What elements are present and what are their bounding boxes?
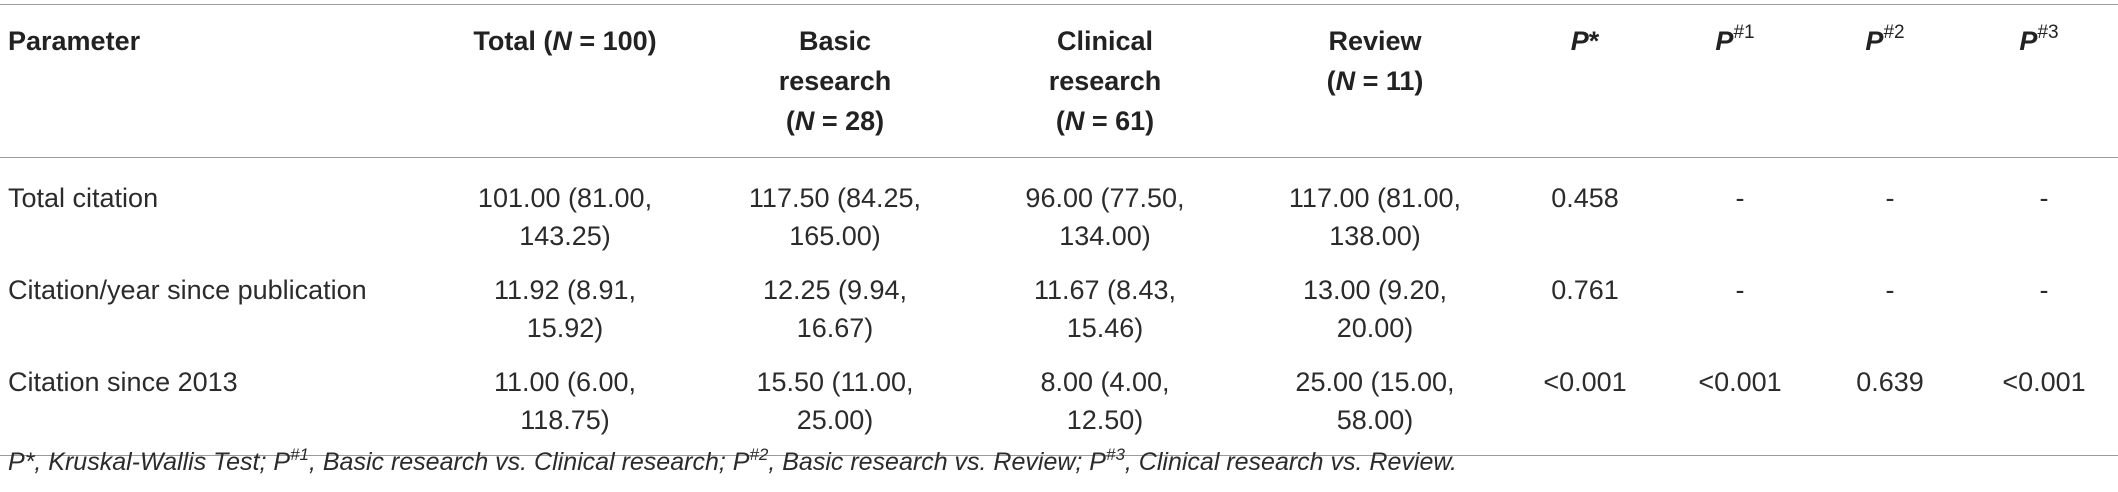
cell-p: 0.458 — [1551, 183, 1619, 213]
header-review: Review (N = 11) — [1326, 26, 1424, 96]
cell-total: 11.92 (8.91, 15.92) — [493, 275, 637, 343]
cell-p3: <0.001 — [2002, 367, 2086, 397]
header-parameter: Parameter — [8, 26, 141, 56]
table-footnote: P*, Kruskal-Wallis Test; P#1, Basic rese… — [8, 445, 1457, 476]
cell-review: 13.00 (9.20, 20.00) — [1302, 275, 1448, 343]
header-basic-research: Basic research (N = 28) — [778, 26, 892, 136]
table-row: Citation/year since publication 11.92 (8… — [0, 263, 2118, 355]
row-label: Total citation — [8, 183, 159, 213]
cell-p: <0.001 — [1543, 367, 1627, 397]
cell-total: 11.00 (6.00, 118.75) — [493, 367, 637, 435]
cell-clinical: 96.00 (77.50, 134.00) — [1025, 183, 1185, 251]
cell-p2: 0.639 — [1856, 367, 1924, 397]
cell-basic: 12.25 (9.94, 16.67) — [762, 275, 908, 343]
cell-basic: 117.50 (84.25, 165.00) — [748, 183, 922, 251]
table-row: Citation since 2013 11.00 (6.00, 118.75) … — [0, 355, 2118, 456]
cell-review: 117.00 (81.00, 138.00) — [1288, 183, 1462, 251]
header-p3: P#3 — [2019, 22, 2059, 56]
cell-p2: - — [1885, 183, 1895, 213]
header-p2: P#2 — [1865, 22, 1905, 56]
cell-p1: - — [1735, 183, 1745, 213]
cell-review: 25.00 (15.00, 58.00) — [1295, 367, 1455, 435]
cell-p1: <0.001 — [1698, 367, 1782, 397]
cell-p3: - — [2039, 183, 2049, 213]
table-row: Total citation 101.00 (81.00, 143.25) 117… — [0, 158, 2118, 264]
row-label: Citation since 2013 — [8, 367, 238, 397]
citation-table: Parameter Total (N = 100) Basic research(… — [0, 4, 2118, 456]
cell-clinical: 11.67 (8.43, 15.46) — [1033, 275, 1177, 343]
cell-total: 101.00 (81.00, 143.25) — [477, 183, 653, 251]
cell-p3: - — [2039, 275, 2049, 305]
header-clinical-research: Clinical research (N = 61) — [1048, 26, 1162, 136]
header-row: Parameter Total (N = 100) Basic research(… — [0, 4, 2118, 158]
cell-p1: - — [1735, 275, 1745, 305]
row-label: Citation/year since publication — [8, 275, 367, 305]
header-total: Total (N = 100) — [473, 26, 657, 56]
header-p1: P#1 — [1715, 22, 1755, 56]
header-p: P* — [1570, 26, 1600, 56]
cell-clinical: 8.00 (4.00, 12.50) — [1040, 367, 1170, 435]
cell-p2: - — [1885, 275, 1895, 305]
cell-p: 0.761 — [1551, 275, 1619, 305]
cell-basic: 15.50 (11.00, 25.00) — [756, 367, 914, 435]
